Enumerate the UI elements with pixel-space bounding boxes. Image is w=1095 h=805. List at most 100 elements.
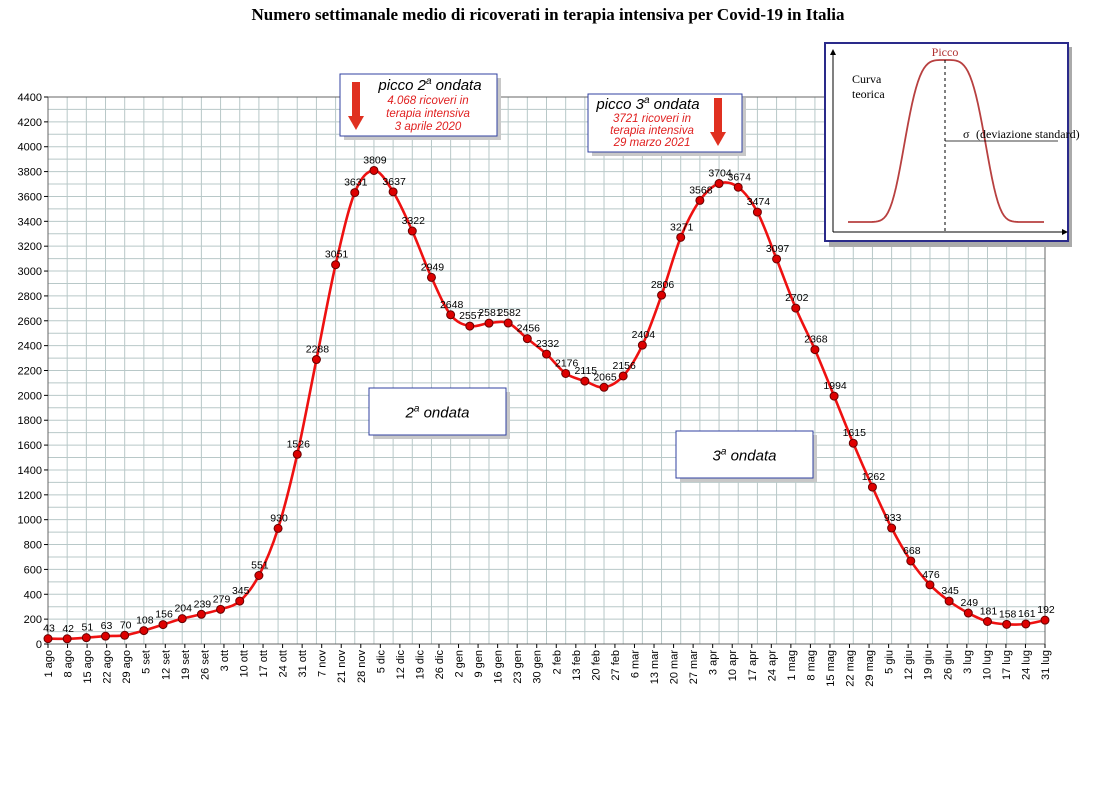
chart-title: Numero settimanale medio di ricoverati i… [252, 5, 845, 24]
data-label: 2581 [478, 307, 502, 319]
wave3-box [675, 430, 814, 479]
y-tick-label: 1600 [18, 440, 42, 452]
x-tick-label: 26 set [199, 650, 211, 680]
x-tick-label: 30 gen [532, 650, 544, 684]
data-point [791, 303, 801, 313]
y-tick-label: 4400 [18, 92, 42, 104]
peak2-line: 4.068 ricoveri in [387, 95, 468, 107]
x-tick-label: 8 mag [805, 650, 817, 681]
x-tick-label: 19 giu [923, 650, 935, 680]
data-point [599, 382, 609, 392]
data-point [906, 556, 916, 566]
data-label: 108 [136, 615, 154, 627]
wave3-box-label: 3a ondata [713, 447, 777, 465]
x-tick-label: 27 mar [688, 650, 700, 685]
x-tick-label: 16 gen [493, 650, 505, 684]
x-tick-label: 17 ott [258, 650, 270, 678]
inset-peak-label: Picco [932, 45, 959, 59]
data-point [120, 630, 130, 640]
data-point [43, 634, 53, 644]
data-label: 192 [1037, 604, 1055, 616]
peak3-line: terapia intensiva [610, 125, 694, 137]
x-tick-label: 13 feb [571, 650, 583, 681]
data-point [618, 371, 628, 381]
data-point [331, 260, 341, 270]
y-tick-label: 2200 [18, 366, 42, 378]
data-label: 2648 [440, 299, 464, 311]
x-tick-label: 1 ago [43, 650, 55, 678]
data-label: 2949 [421, 261, 445, 273]
x-tick-label: 3 ott [219, 650, 231, 671]
data-point [216, 604, 226, 614]
data-point [273, 523, 283, 533]
data-label: 181 [980, 605, 998, 617]
x-tick-label: 19 set [180, 650, 192, 680]
inset-frame [824, 42, 1069, 242]
x-tick-label: 1 mag [786, 650, 798, 681]
y-tick-label: 1000 [18, 515, 42, 527]
data-point [810, 345, 820, 355]
x-tick-label: 12 set [160, 650, 172, 680]
data-label: 1526 [287, 438, 311, 450]
x-tick-label: 31 lug [1040, 650, 1052, 680]
data-point [829, 391, 839, 401]
data-point [542, 349, 551, 359]
x-tick-label: 15 ago [82, 650, 94, 684]
data-label: 3809 [363, 154, 387, 166]
x-tick-label: 3 lug [962, 650, 974, 674]
peak2-arrow [348, 82, 364, 130]
data-label: 3051 [325, 249, 349, 261]
data-point [158, 620, 168, 630]
data-point [848, 438, 858, 448]
data-point [465, 321, 475, 331]
data-point [81, 633, 91, 643]
x-tick-label: 5 giu [884, 650, 896, 674]
data-point [1002, 619, 1012, 629]
inset-curve [848, 59, 1044, 223]
y-tick-label: 600 [24, 564, 42, 576]
data-point [772, 254, 782, 264]
data-label: 2368 [804, 334, 828, 346]
x-tick-label: 29 mag [864, 650, 876, 687]
x-tick-label: 23 gen [512, 650, 524, 684]
x-tick-label: 5 set [141, 650, 153, 674]
data-label: 156 [155, 609, 173, 621]
data-label: 1615 [843, 427, 867, 439]
y-tick-label: 800 [24, 540, 42, 552]
data-point [1040, 615, 1050, 625]
data-label: 2702 [785, 292, 809, 304]
x-tick-label: 10 lug [981, 650, 993, 680]
x-tick-label: 2 gen [454, 650, 466, 678]
data-point [369, 165, 379, 175]
y-axis: 0 200 400 600 800 1000 1200 1400 1600 1800 2000 220… [18, 92, 48, 651]
data-label: 551 [251, 560, 269, 572]
data-label: 3474 [747, 196, 771, 208]
data-label: 2115 [575, 365, 598, 377]
data-label: 158 [999, 608, 1017, 620]
y-tick-label: 2600 [18, 316, 42, 328]
wave2-box [368, 387, 507, 436]
x-tick-label: 26 dic [434, 650, 446, 680]
data-label: 51 [82, 622, 94, 634]
peak2-line: terapia intensiva [386, 108, 470, 120]
x-tick-label: 12 giu [903, 650, 915, 680]
inset-x-arrow [1062, 229, 1068, 235]
y-tick-label: 1800 [18, 415, 42, 427]
x-tick-label: 26 giu [942, 650, 954, 680]
data-point [887, 523, 897, 533]
peak2-line: 3 aprile 2020 [395, 121, 462, 133]
data-point [580, 376, 590, 386]
data-label: 2065 [593, 371, 617, 383]
peak2-arrow-head [348, 116, 364, 130]
y-tick-label: 3800 [18, 167, 42, 179]
wave2-box-label: 2a ondata [405, 404, 470, 422]
x-tick-label: 10 apr [727, 650, 739, 682]
peak3-arrow-shaft [714, 98, 722, 134]
y-tick-label: 3000 [18, 266, 42, 278]
x-tick-label: 13 mar [649, 650, 661, 685]
data-point [676, 232, 686, 242]
x-tick-label: 8 ago [63, 650, 75, 678]
data-label: 2557 [459, 310, 483, 322]
